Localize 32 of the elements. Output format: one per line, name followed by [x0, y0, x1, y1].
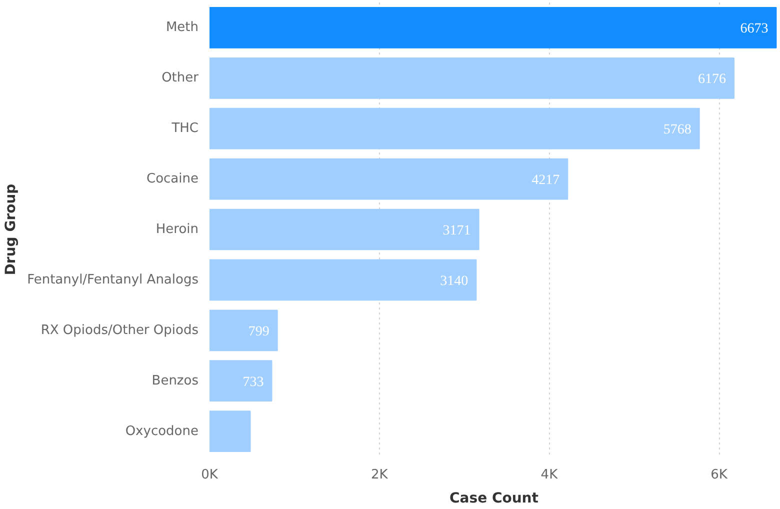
y-tick-label: Meth — [166, 20, 199, 36]
y-tick-label: Other — [162, 70, 200, 86]
data-label: 733 — [242, 374, 264, 390]
bar — [210, 158, 568, 200]
bar — [210, 208, 480, 250]
y-tick-label: RX Opiods/Other Opiods — [40, 322, 199, 338]
bar — [210, 360, 272, 402]
y-tick-label: Fentanyl/Fentanyl Analogs — [27, 272, 199, 288]
data-label: 799 — [248, 324, 270, 340]
x-tick-label: 4K — [540, 468, 558, 482]
data-label: 6176 — [698, 72, 726, 88]
bar — [210, 310, 278, 352]
data-label: 3140 — [440, 274, 468, 289]
bar — [210, 410, 251, 452]
data-label: 3171 — [442, 224, 471, 238]
y-axis-title: Drug Group — [3, 184, 20, 276]
bar — [210, 57, 734, 99]
bar — [210, 7, 777, 48]
bar — [210, 259, 477, 301]
x-tick-label: 0K — [201, 468, 218, 482]
data-label: 4217 — [532, 173, 560, 188]
x-tick-label: 6K — [710, 468, 728, 482]
x-axis-title: Case Count — [450, 490, 539, 506]
x-tick-label: 2K — [370, 468, 388, 482]
y-tick-label: Benzos — [152, 373, 199, 388]
data-label: 5768 — [663, 122, 692, 138]
y-tick-label: Heroin — [156, 222, 199, 237]
y-tick-label: Cocaine — [146, 172, 199, 187]
y-tick-label: THC — [170, 121, 199, 136]
bar — [210, 108, 700, 150]
y-tick-label: Oxycodone — [125, 424, 199, 439]
data-label: 6673 — [740, 22, 768, 37]
